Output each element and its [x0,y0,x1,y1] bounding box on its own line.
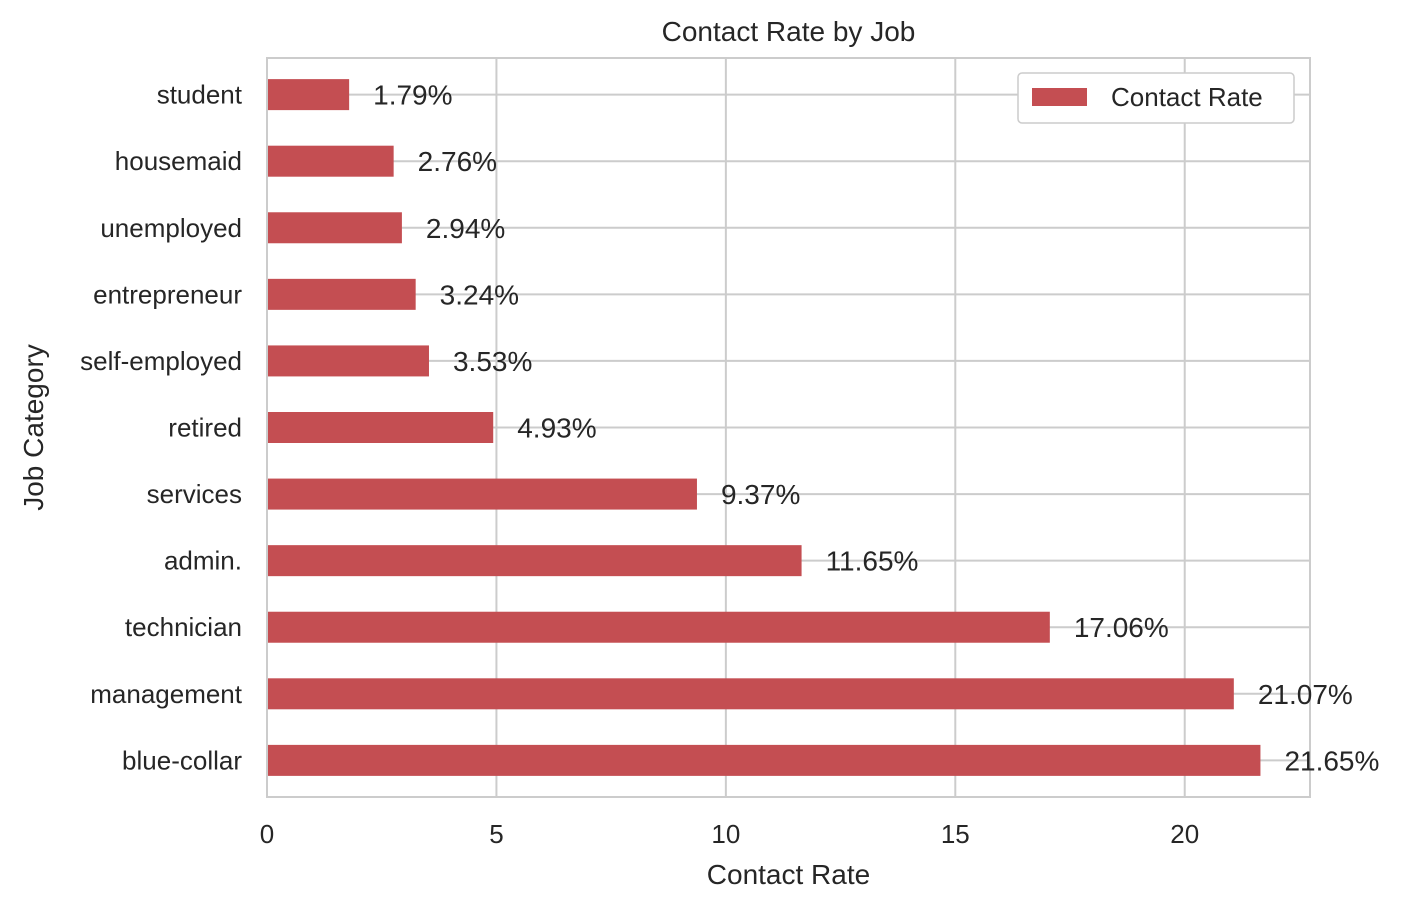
chart-title: Contact Rate by Job [662,16,916,47]
y-tick-label: housemaid [115,146,242,176]
bar-value-label: 3.53% [453,346,532,377]
plot-frame [266,57,1311,798]
y-tick-label: student [157,80,243,110]
bar [267,678,1234,710]
bar [267,412,494,443]
x-axis-label: Contact Rate [707,859,870,890]
bar [267,145,394,177]
bar-value-label: 17.06% [1074,612,1169,643]
legend-label: Contact Rate [1111,82,1263,112]
bar [267,478,697,510]
y-tick-label: blue-collar [122,745,242,775]
bar [267,545,802,577]
bar [267,611,1050,643]
bar [267,212,402,244]
data-label-layer: 21.65% 21.07% 17.06% 11.65% 9.37% 4.93% 3.53% 3… [373,80,1379,777]
y-tick-label: entrepreneur [93,279,242,309]
y-tick-label: unemployed [100,213,242,243]
bar-value-label: 21.07% [1258,679,1353,710]
y-axis-label: Job Category [18,344,49,511]
legend-swatch [1032,88,1087,106]
bar [267,744,1261,776]
legend-box [1017,72,1295,124]
bar-value-label: 1.79% [373,80,452,111]
x-tick-label: 20 [1170,819,1199,849]
y-tick-label: services [147,479,242,509]
x-tick-label: 10 [711,819,740,849]
bar [267,79,350,111]
bar-value-label: 3.24% [440,279,519,310]
x-tick-label: 0 [260,819,274,849]
y-tick-label: management [90,679,243,709]
bar-value-label: 9.37% [721,479,800,510]
y-tick-label: admin. [164,546,242,576]
bar-value-label: 21.65% [1284,745,1379,776]
bar-value-label: 11.65% [826,546,919,577]
y-tick-label: retired [168,413,242,443]
bar [267,345,429,377]
legend: Contact Rate [1017,72,1295,124]
x-tick-label: 5 [489,819,503,849]
bar-value-label: 2.76% [418,146,497,177]
tick-layer: 0 5 10 15 20 blue-collar management technician a… [80,80,1199,849]
bar-layer [267,79,1261,776]
y-tick-label: technician [125,612,242,642]
bar-value-label: 4.93% [517,413,596,444]
y-tick-label: self-employed [80,346,242,376]
x-tick-label: 15 [941,819,970,849]
bar [267,278,416,310]
bar-value-label: 2.94% [426,213,505,244]
